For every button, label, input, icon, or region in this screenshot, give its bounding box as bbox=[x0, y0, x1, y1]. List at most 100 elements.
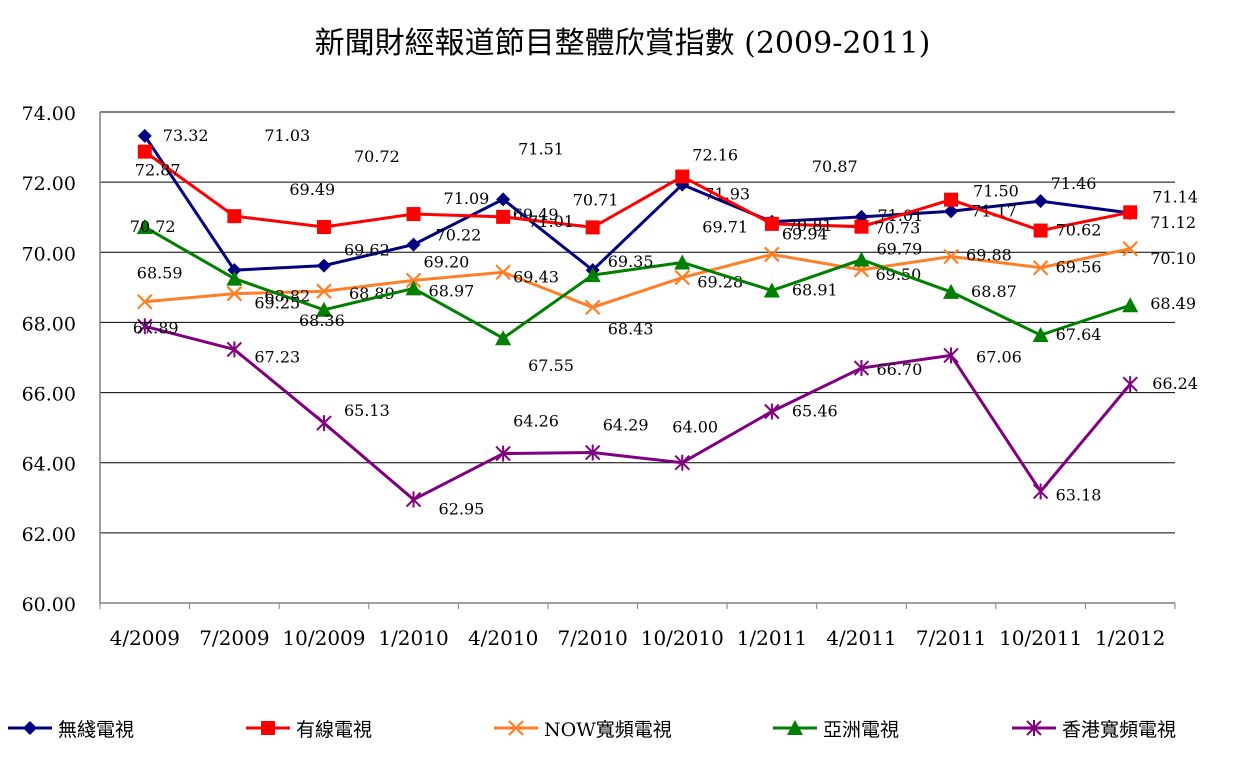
data-label: 67.55 bbox=[528, 356, 574, 375]
legend-item: 亞洲電視 bbox=[773, 708, 899, 748]
series-line bbox=[143, 150, 1131, 233]
data-label: 71.50 bbox=[973, 182, 1019, 201]
data-label: 67.06 bbox=[976, 347, 1022, 366]
y-tick-label: 72.00 bbox=[22, 173, 76, 195]
x-tick-label: 7/2011 bbox=[916, 626, 986, 650]
series-2: 72.87 71.03 70.72 71.09 71.01 70.71 72.16 70.81… bbox=[135, 126, 1198, 239]
data-point bbox=[316, 258, 331, 273]
legend-label: 有線電視 bbox=[296, 718, 373, 741]
y-tick-label: 60.00 bbox=[22, 594, 76, 616]
data-point bbox=[585, 220, 600, 235]
data-label: 69.62 bbox=[344, 241, 390, 260]
data-point bbox=[1032, 259, 1049, 276]
data-point bbox=[226, 270, 243, 286]
data-label: 68.59 bbox=[137, 264, 183, 283]
data-point bbox=[315, 301, 332, 317]
data-label: 71.03 bbox=[264, 126, 310, 145]
data-point bbox=[763, 282, 780, 298]
data-point bbox=[495, 445, 511, 462]
x-tick-label: 4/2009 bbox=[110, 626, 180, 650]
legend-marker bbox=[508, 720, 524, 736]
x-tick-label: 4/2010 bbox=[468, 626, 538, 650]
x-tick-label: 1/2011 bbox=[737, 626, 807, 650]
data-point bbox=[674, 454, 690, 471]
data-label: 67.89 bbox=[133, 318, 179, 337]
data-label: 68.89 bbox=[349, 284, 395, 303]
data-point bbox=[853, 251, 870, 267]
data-point bbox=[496, 192, 511, 207]
data-label: 68.43 bbox=[608, 319, 654, 338]
data-point bbox=[1122, 376, 1138, 393]
data-label: 65.46 bbox=[792, 402, 838, 421]
data-point bbox=[585, 444, 601, 461]
data-label: 69.35 bbox=[608, 252, 654, 271]
data-point bbox=[674, 254, 691, 270]
data-point bbox=[406, 207, 421, 222]
data-point bbox=[495, 330, 512, 346]
data-label: 71.01 bbox=[528, 212, 574, 231]
y-tick-label: 68.00 bbox=[22, 313, 76, 335]
line-chart: 60.00 62.00 64.00 66.00 68.00 70.00 72.00 74.00… bbox=[22, 103, 1198, 650]
x-tick-label: 1/2010 bbox=[378, 626, 448, 650]
data-label: 69.71 bbox=[702, 217, 748, 236]
data-label: 69.43 bbox=[513, 267, 559, 286]
x-tick-label: 10/2011 bbox=[999, 626, 1082, 650]
data-label: 70.73 bbox=[874, 219, 920, 238]
data-label: 64.29 bbox=[603, 416, 649, 435]
data-label: 68.87 bbox=[971, 282, 1017, 301]
data-point bbox=[136, 219, 153, 235]
legend-marker bbox=[787, 720, 803, 735]
data-label: 70.62 bbox=[1056, 221, 1102, 240]
data-point bbox=[226, 285, 243, 302]
legend-marker bbox=[261, 721, 275, 735]
data-label: 71.12 bbox=[1150, 213, 1196, 232]
data-point bbox=[584, 267, 601, 283]
data-label: 67.23 bbox=[254, 347, 300, 366]
data-label: 69.49 bbox=[289, 180, 335, 199]
data-point bbox=[316, 283, 332, 299]
data-point bbox=[226, 341, 243, 358]
legend-marker bbox=[1026, 720, 1042, 736]
data-label: 71.51 bbox=[518, 139, 564, 158]
data-label: 71.17 bbox=[971, 201, 1017, 220]
data-point bbox=[854, 219, 869, 234]
data-point bbox=[1032, 483, 1049, 500]
x-tick-label: 7/2010 bbox=[558, 626, 628, 650]
data-label: 68.91 bbox=[792, 281, 838, 300]
series-line bbox=[143, 135, 1131, 273]
x-tick-label: 7/2009 bbox=[199, 626, 269, 650]
y-tick-label: 66.00 bbox=[22, 384, 76, 406]
data-point bbox=[943, 347, 959, 364]
data-point bbox=[1033, 223, 1048, 238]
data-point bbox=[405, 272, 422, 289]
data-label: 70.72 bbox=[130, 217, 176, 236]
data-label: 70.22 bbox=[436, 226, 482, 245]
data-label: 68.36 bbox=[299, 311, 345, 330]
data-point bbox=[1032, 327, 1049, 343]
series-line bbox=[144, 225, 1131, 340]
data-point bbox=[853, 360, 870, 377]
legend-item: NOW寬頻電視 bbox=[494, 708, 672, 748]
x-tick-label: 4/2011 bbox=[826, 626, 896, 650]
data-point bbox=[1122, 241, 1138, 257]
data-label: 71.93 bbox=[704, 185, 750, 204]
legend-item: 有線電視 bbox=[246, 708, 372, 748]
data-point bbox=[1122, 297, 1139, 313]
data-point bbox=[674, 269, 691, 286]
data-label: 70.72 bbox=[354, 147, 400, 166]
data-point bbox=[943, 283, 960, 299]
data-label: 69.94 bbox=[782, 224, 828, 243]
data-point bbox=[1123, 205, 1138, 220]
data-label: 69.79 bbox=[876, 240, 922, 259]
series-5: 67.89 67.23 65.13 62.95 64.26 64.29 64.00 65.46… bbox=[133, 318, 1198, 519]
data-label: 63.18 bbox=[1056, 485, 1102, 504]
data-point bbox=[764, 216, 779, 231]
legend-label: 亞洲電視 bbox=[823, 718, 900, 741]
data-point bbox=[227, 209, 242, 224]
data-label: 65.13 bbox=[344, 401, 390, 420]
data-point bbox=[405, 280, 422, 296]
data-label: 69.25 bbox=[254, 294, 300, 313]
data-label: 72.87 bbox=[135, 161, 181, 180]
